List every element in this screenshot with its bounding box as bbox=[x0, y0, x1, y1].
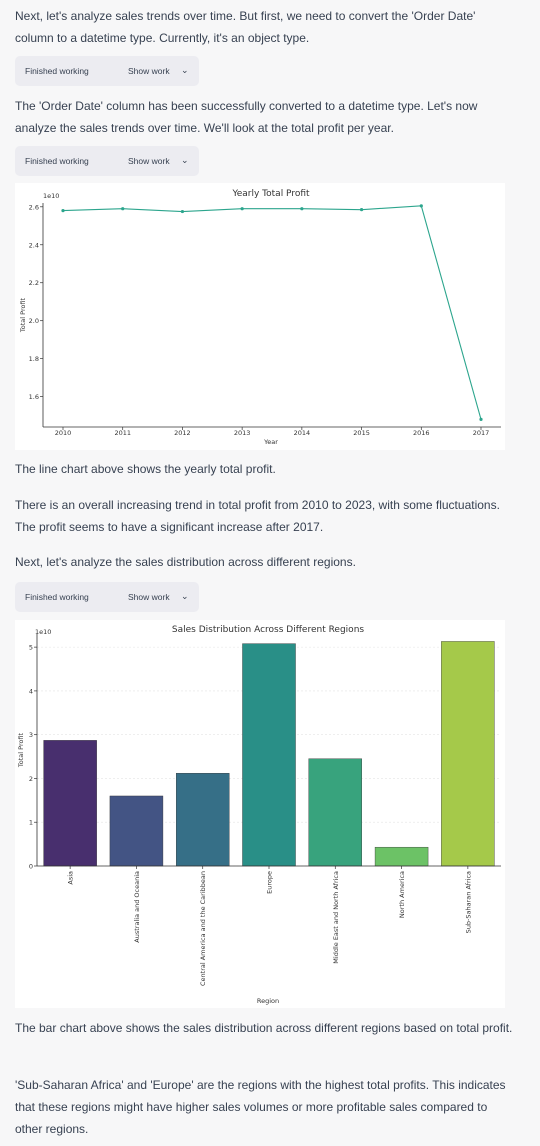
data-point bbox=[61, 208, 65, 213]
y-axis-label: Total Profit bbox=[17, 732, 25, 768]
data-point bbox=[121, 207, 125, 211]
x-tick-label: Sub-Saharan Africa bbox=[464, 871, 472, 933]
bar bbox=[308, 758, 362, 867]
series-line bbox=[62, 205, 482, 420]
y-tick-label: 0 bbox=[29, 863, 33, 871]
assistant-message: The 'Order Date' column has been success… bbox=[15, 99, 478, 135]
y-tick-label: 3 bbox=[29, 731, 33, 739]
assistant-message: The bar chart above shows the sales dist… bbox=[15, 1021, 513, 1035]
work-status-label: Finished working bbox=[25, 66, 89, 76]
y-tick-label: 4 bbox=[29, 687, 33, 695]
bar bbox=[441, 641, 495, 867]
x-tick-label: Europe bbox=[266, 871, 274, 894]
x-tick-label: 2016 bbox=[413, 429, 430, 437]
bar bbox=[242, 643, 296, 867]
show-work-button[interactable]: Show work bbox=[128, 66, 170, 76]
chevron-down-icon[interactable]: ⌄ bbox=[181, 155, 189, 165]
y-tick-label: 2.6 bbox=[29, 203, 39, 211]
bar-chart-container: Sales Distribution Across Different Regi… bbox=[15, 620, 505, 1008]
work-status-pill: Finished working Show work ⌄ bbox=[15, 56, 199, 86]
y-tick-label: 5 bbox=[29, 644, 33, 652]
data-point bbox=[479, 417, 483, 422]
y-tick-label: 2.2 bbox=[29, 279, 39, 287]
bar bbox=[374, 846, 429, 867]
bar bbox=[109, 795, 164, 867]
assistant-message: There is an overall increasing trend in … bbox=[15, 498, 500, 534]
x-tick-label: 2014 bbox=[294, 429, 311, 437]
region-profit-bar-chart: Sales Distribution Across Different Regi… bbox=[17, 625, 501, 1005]
y-tick-label: 2.0 bbox=[29, 317, 39, 325]
y-tick-label: 2 bbox=[29, 775, 33, 783]
line-chart-container: Yearly Total Profit 1e10 1.6 1.8 2.0 2.2 2.4 2.… bbox=[15, 183, 505, 450]
data-point bbox=[419, 204, 423, 208]
bar bbox=[43, 740, 97, 867]
yearly-profit-line-chart: Yearly Total Profit 1e10 1.6 1.8 2.0 2.2 2.4 2.… bbox=[19, 189, 501, 446]
assistant-message: Next, let's analyze the sales distributi… bbox=[15, 555, 356, 569]
x-tick-label: Middle East and North Africa bbox=[332, 871, 340, 964]
y-tick-label: 2.4 bbox=[29, 241, 39, 249]
x-tick-label: 2012 bbox=[174, 429, 191, 437]
y-axis-label: Total Profit bbox=[19, 297, 27, 333]
x-tick-label: 2013 bbox=[234, 429, 251, 437]
y-tick-label: 1.8 bbox=[29, 355, 39, 363]
x-tick-label: 2017 bbox=[473, 429, 490, 437]
x-tick-label: 2010 bbox=[55, 429, 72, 437]
assistant-message: 'Sub-Saharan Africa' and 'Europe' are th… bbox=[15, 1078, 506, 1136]
y-tick-label: 1.6 bbox=[29, 393, 39, 401]
y-tick-label: 1 bbox=[29, 819, 33, 827]
x-tick-label: 2015 bbox=[353, 429, 370, 437]
y-scale-label: 1e10 bbox=[35, 628, 51, 636]
show-work-button[interactable]: Show work bbox=[128, 592, 170, 602]
chevron-down-icon[interactable]: ⌄ bbox=[181, 65, 189, 75]
chevron-down-icon[interactable]: ⌄ bbox=[181, 591, 189, 601]
x-tick-label: 2011 bbox=[114, 429, 131, 437]
chart-title: Yearly Total Profit bbox=[231, 189, 310, 199]
show-work-button[interactable]: Show work bbox=[128, 156, 170, 166]
x-axis-label: Year bbox=[263, 438, 278, 446]
x-tick-label: Central America and the Caribbean bbox=[199, 871, 207, 986]
chart-title: Sales Distribution Across Different Regi… bbox=[172, 625, 364, 635]
bar bbox=[175, 772, 230, 867]
x-axis-label: Region bbox=[257, 997, 279, 1005]
work-status-pill: Finished working Show work ⌄ bbox=[15, 582, 199, 612]
data-point bbox=[300, 207, 304, 211]
data-point bbox=[359, 208, 364, 212]
y-scale-label: 1e10 bbox=[43, 192, 59, 200]
work-status-label: Finished working bbox=[25, 156, 89, 166]
data-point bbox=[240, 207, 244, 211]
assistant-message: The line chart above shows the yearly to… bbox=[15, 462, 276, 476]
data-point bbox=[180, 209, 185, 214]
x-tick-label: Asia bbox=[67, 871, 75, 885]
x-tick-label: North America bbox=[398, 871, 406, 918]
work-status-pill: Finished working Show work ⌄ bbox=[15, 146, 199, 176]
x-tick-label: Australia and Oceania bbox=[133, 871, 141, 943]
assistant-message: Next, let's analyze sales trends over ti… bbox=[15, 9, 476, 45]
work-status-label: Finished working bbox=[25, 592, 89, 602]
